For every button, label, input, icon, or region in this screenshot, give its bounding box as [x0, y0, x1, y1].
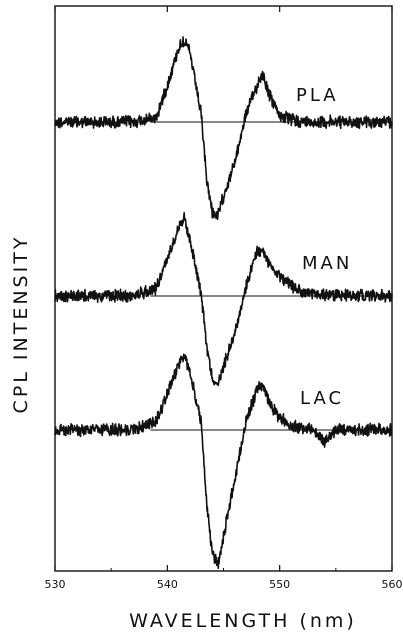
x-axis-label: WAVELENGTH (nm): [129, 610, 357, 632]
series-label-pla: PLA: [296, 85, 339, 106]
series-line-man: [54, 211, 393, 387]
x-tick-label: 540: [157, 578, 178, 591]
x-tick-label: 550: [269, 578, 290, 591]
x-tick-label: 530: [45, 578, 66, 591]
series-label-lac: LAC: [300, 388, 344, 409]
x-tick-label: 560: [382, 578, 403, 591]
series-line-pla: [54, 36, 393, 221]
series-label-man: MAN: [302, 253, 352, 274]
plot-border: [54, 5, 393, 572]
y-axis-label: CPL INTENSITY: [10, 235, 32, 414]
series-line-lac: [54, 353, 393, 570]
